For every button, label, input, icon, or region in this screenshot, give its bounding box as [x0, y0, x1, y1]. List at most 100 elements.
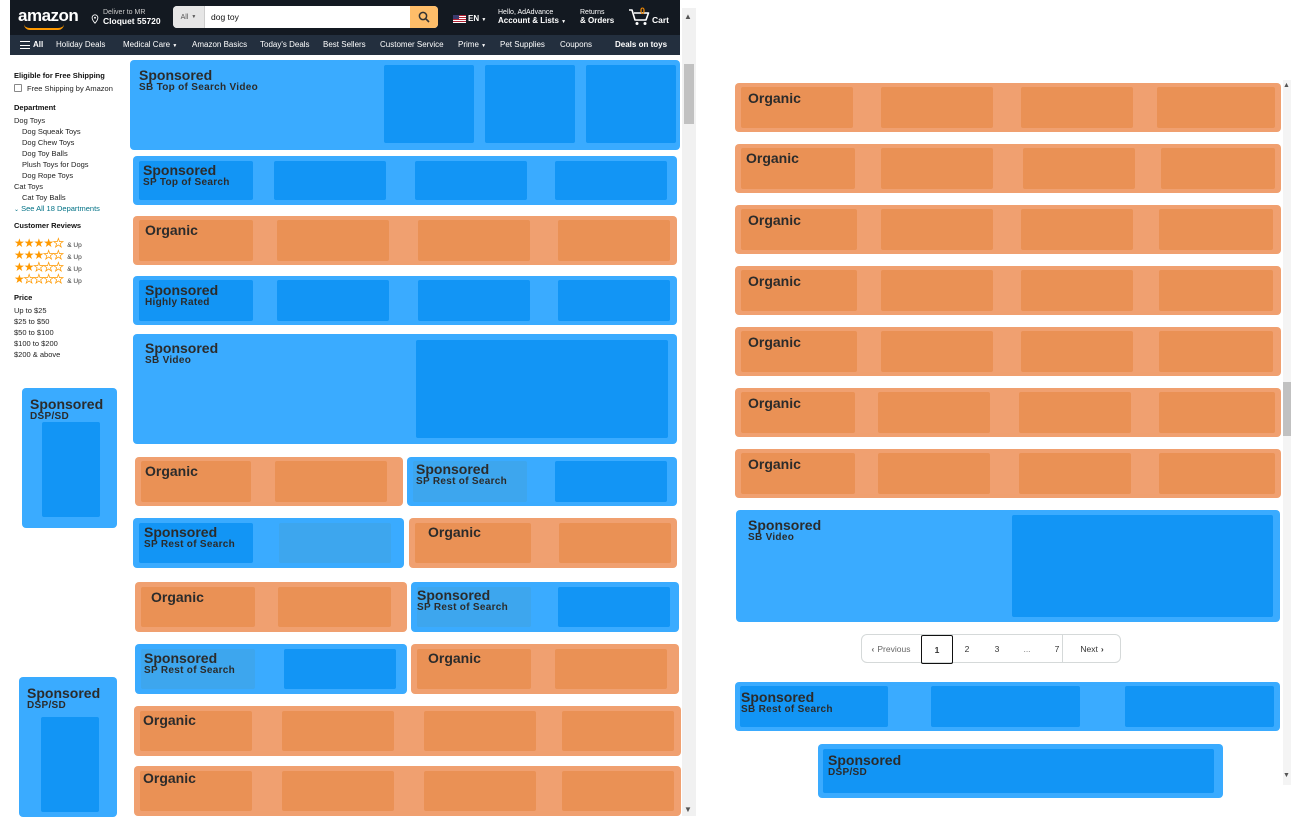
rating-filter[interactable]: ★★★★★ & Up [14, 270, 82, 288]
ad-slot [42, 422, 100, 517]
ad-slot [823, 749, 1214, 793]
nav-deals-on-toys[interactable]: Deals on toys [615, 40, 668, 49]
sponsored-sp-rest-block[interactable]: Sponsored SP Rest of Search [135, 644, 407, 694]
account-lists-menu[interactable]: Account & Lists ▼ [498, 16, 566, 25]
rating-filter[interactable]: ★★★★★ & Up [14, 234, 82, 252]
nav-all[interactable]: All [33, 40, 44, 49]
pagination-previous[interactable]: ‹ Previous [862, 635, 920, 662]
sponsored-sb-video-block[interactable]: Sponsored SB Video [133, 334, 677, 444]
scroll-down-icon[interactable]: ▼ [1283, 772, 1290, 779]
search-category-dropdown[interactable]: All ▼ [173, 6, 205, 28]
organic-results-block[interactable]: Organic [135, 582, 407, 632]
pagination-next[interactable]: Next › [1063, 635, 1121, 662]
free-shipping-checkbox[interactable] [14, 84, 22, 92]
organic-results-row[interactable]: Organic [134, 766, 681, 816]
price-link[interactable]: $25 to $50 [14, 317, 50, 326]
search-button[interactable] [410, 6, 438, 28]
nav-amazon-basics[interactable]: Amazon Basics [192, 40, 248, 49]
department-link[interactable]: Dog Toys [14, 116, 46, 125]
hamburger-menu-icon[interactable] [20, 41, 30, 49]
cart-label[interactable]: Cart [652, 15, 670, 25]
organic-results-row[interactable]: Organic [133, 216, 677, 265]
account-greeting[interactable]: Hello, AdAdvance [498, 9, 554, 16]
scroll-up-icon[interactable]: ▲ [1283, 82, 1290, 89]
nav-medical-care[interactable]: Medical Care ▼ [123, 40, 177, 49]
department-link[interactable]: Dog Squeak Toys [22, 127, 81, 136]
sponsored-sp-rest-block[interactable]: Sponsored SP Rest of Search [411, 582, 679, 632]
organic-results-row[interactable]: Organic [735, 449, 1281, 498]
scroll-down-icon[interactable]: ▼ [684, 805, 692, 814]
nav-customer-service[interactable]: Customer Service [380, 40, 444, 49]
pagination-page[interactable]: 7 [1054, 643, 1060, 654]
sponsored-sb-rest-block[interactable]: Sponsored SB Rest of Search [735, 682, 1280, 731]
product-slot [562, 711, 674, 751]
pagination-page[interactable]: 3 [994, 643, 1000, 654]
nav-coupons[interactable]: Coupons [560, 40, 593, 49]
organic-results-row[interactable]: Organic [735, 388, 1281, 437]
deliver-location[interactable]: Cloquet 55720 [103, 16, 161, 26]
department-link[interactable]: Dog Chew Toys [22, 138, 75, 147]
organic-results-block[interactable]: Organic [135, 457, 403, 506]
returns-label[interactable]: Returns [580, 9, 605, 16]
cart-icon[interactable] [628, 8, 650, 26]
nav-prime-label: Prime [458, 40, 479, 49]
orders-label[interactable]: & Orders [580, 16, 615, 25]
sponsored-dsp-block[interactable]: Sponsored DSP/SD [19, 677, 117, 817]
organic-results-row[interactable]: Organic [735, 327, 1281, 376]
pagination-page-current[interactable]: 1 [921, 635, 953, 664]
ad-slot [740, 686, 888, 727]
department-link[interactable]: Plush Toys for Dogs [22, 160, 89, 169]
department-link[interactable]: Dog Toy Balls [22, 149, 68, 158]
see-all-departments-link[interactable]: ⌄ See All 18 Departments [14, 204, 100, 213]
department-link[interactable]: Cat Toys [14, 182, 44, 191]
scrollbar-track[interactable] [682, 8, 696, 816]
nav-todays-deals[interactable]: Today's Deals [260, 40, 310, 49]
organic-results-row[interactable]: Organic [735, 266, 1281, 315]
product-slot [140, 711, 252, 751]
organic-results-row[interactable]: Organic [735, 144, 1281, 193]
sponsored-sb-video-block[interactable]: Sponsored SB Video [736, 510, 1280, 622]
scrollbar-thumb[interactable] [1283, 382, 1291, 436]
rating-filter[interactable]: ★★★★★ & Up [14, 258, 82, 276]
price-link[interactable]: Up to $25 [14, 306, 47, 315]
free-shipping-option[interactable]: Free Shipping by Amazon [27, 84, 113, 93]
nav-prime[interactable]: Prime ▼ [458, 40, 486, 49]
ad-slot [1125, 686, 1274, 727]
pagination-page[interactable]: 2 [964, 643, 970, 654]
search-input[interactable] [207, 6, 407, 28]
amazon-logo[interactable]: amazon [18, 6, 79, 25]
organic-results-block[interactable]: Organic [409, 518, 677, 568]
sponsored-sp-rest-block[interactable]: Sponsored SP Rest of Search [407, 457, 677, 506]
department-link[interactable]: Cat Toy Balls [22, 193, 66, 202]
sponsored-label: Sponsored [30, 396, 104, 412]
chevron-left-icon: ‹ [871, 643, 875, 654]
department-link[interactable]: Dog Rope Toys [22, 171, 74, 180]
organic-results-row[interactable]: Organic [735, 205, 1281, 254]
scroll-up-icon[interactable]: ▲ [684, 12, 692, 21]
language-selector[interactable]: EN ▼ [468, 14, 486, 23]
rating-filter[interactable]: ★★★★★ & Up [14, 246, 82, 264]
sponsored-sb-top-video-block[interactable]: Sponsored SB Top of Search Video [130, 60, 680, 150]
sponsored-dsp-block[interactable]: Sponsored DSP/SD [22, 388, 117, 528]
deliver-to-label[interactable]: Deliver to MR [103, 9, 146, 16]
product-slot [1159, 453, 1275, 494]
scrollbar-thumb[interactable] [684, 64, 694, 124]
sponsored-sp-top-block[interactable]: Sponsored SP Top of Search [133, 156, 677, 205]
nav-pet-supplies[interactable]: Pet Supplies [500, 40, 545, 49]
price-link[interactable]: $50 to $100 [14, 328, 54, 337]
ad-slot [586, 65, 676, 143]
nav-best-sellers[interactable]: Best Sellers [323, 40, 366, 49]
product-slot [1159, 209, 1273, 250]
product-slot [1161, 148, 1275, 189]
organic-results-row[interactable]: Organic [735, 83, 1281, 132]
price-link[interactable]: $100 to $200 [14, 339, 58, 348]
organic-results-block[interactable]: Organic [411, 644, 679, 694]
nav-holiday-deals[interactable]: Holiday Deals [56, 40, 106, 49]
organic-results-row[interactable]: Organic [134, 706, 681, 756]
sponsored-sp-rest-block[interactable]: Sponsored SP Rest of Search [133, 518, 404, 568]
sponsored-dsp-block[interactable]: Sponsored DSP/SD [818, 744, 1223, 798]
sponsored-highly-rated-block[interactable]: Sponsored Highly Rated [133, 276, 677, 325]
price-link[interactable]: $200 & above [14, 350, 61, 359]
us-flag-icon[interactable] [453, 15, 466, 23]
customer-reviews-heading: Customer Reviews [14, 221, 82, 230]
